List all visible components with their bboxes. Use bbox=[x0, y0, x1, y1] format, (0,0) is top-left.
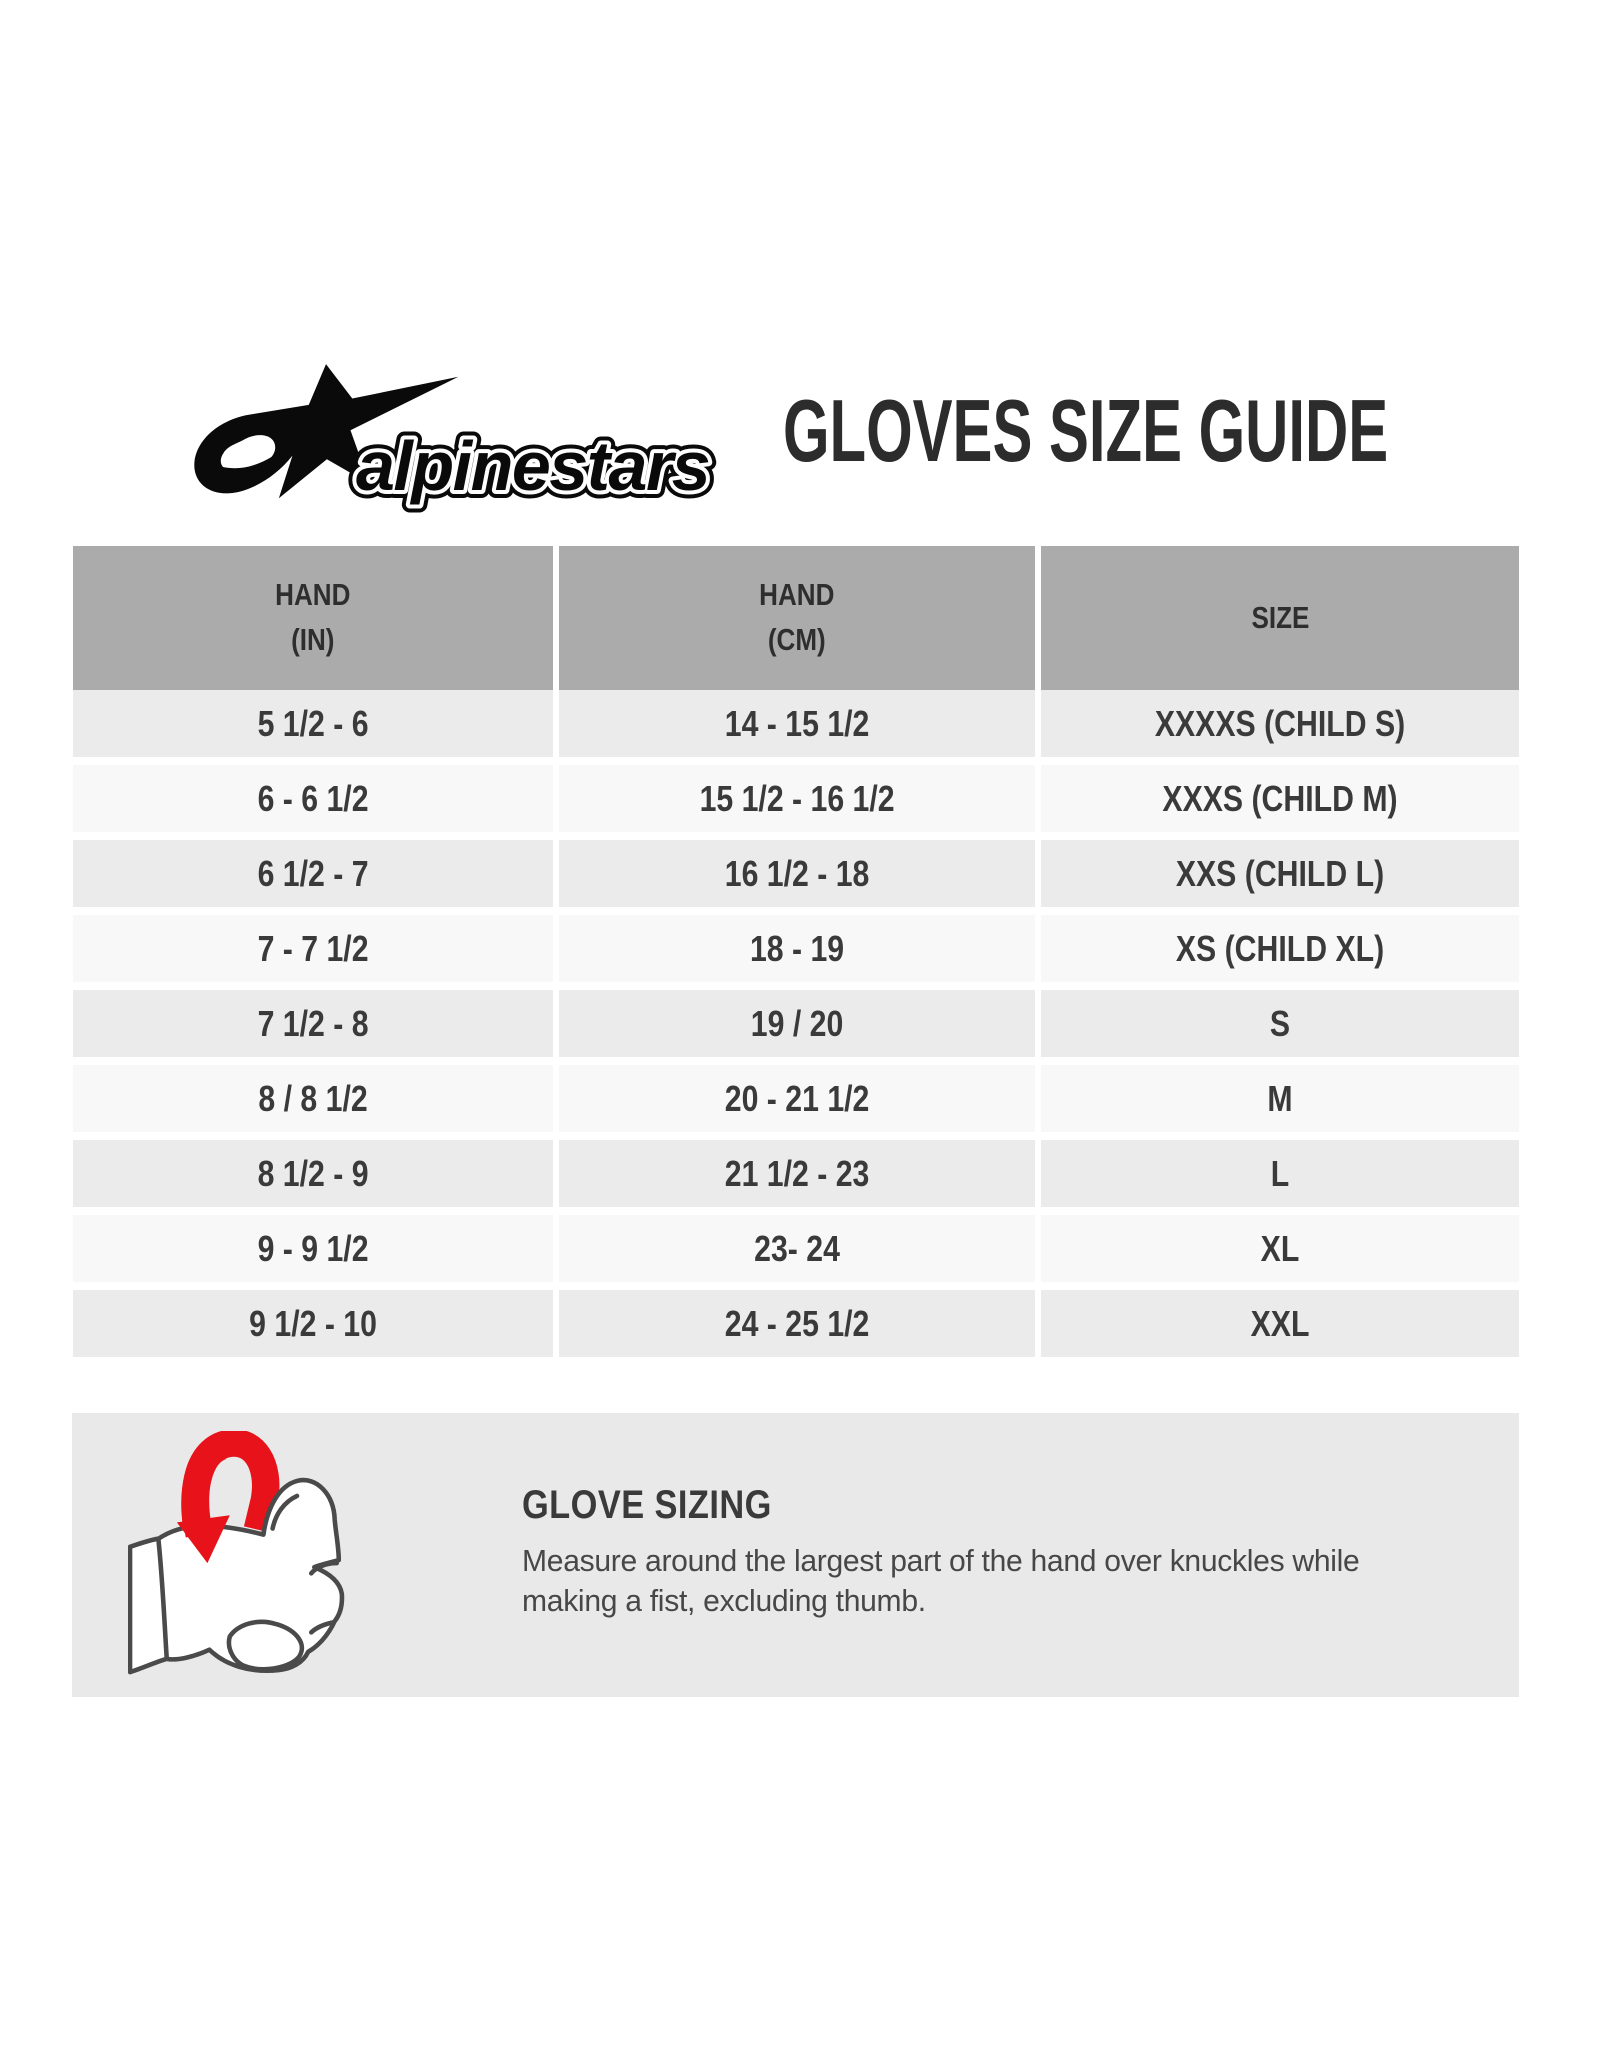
hand-cm-value: 19 / 20 bbox=[750, 1002, 844, 1044]
glove-sizing-panel: GLOVE SIZING Measure around the largest … bbox=[72, 1413, 1519, 1697]
hand-in-value: 7 1/2 - 8 bbox=[257, 1002, 369, 1044]
hand-in-value: 5 1/2 - 6 bbox=[257, 702, 369, 744]
table-body: 5 1/2 - 6 14 - 15 1/2 XXXXS (CHILD S) 6 … bbox=[73, 690, 1519, 1357]
table-row: 8 1/2 - 9 21 1/2 - 23 L bbox=[73, 1140, 1519, 1207]
table-row: 8 / 8 1/2 20 - 21 1/2 M bbox=[73, 1065, 1519, 1132]
size-value: XXS (CHILD L) bbox=[1175, 852, 1385, 894]
size-value: XXXS (CHILD M) bbox=[1162, 777, 1398, 819]
fist-shape bbox=[128, 1477, 345, 1675]
size-value: S bbox=[1269, 1002, 1291, 1044]
table-row: 6 - 6 1/2 15 1/2 - 16 1/2 XXXS (CHILD M) bbox=[73, 765, 1519, 832]
hand-cm-value: 23- 24 bbox=[754, 1227, 840, 1269]
wordmark-outline: alpinestars bbox=[356, 427, 709, 505]
hand-in-value: 7 - 7 1/2 bbox=[257, 927, 369, 969]
column-header-size: SIZE bbox=[1041, 546, 1519, 690]
wordmark-inline: alpinestars bbox=[356, 427, 709, 505]
size-value: XL bbox=[1260, 1227, 1300, 1269]
hand-in-value: 6 1/2 - 7 bbox=[257, 852, 369, 894]
size-table: HAND (IN) HAND (CM) SIZE 5 1/2 - 6 14 - … bbox=[73, 546, 1519, 1357]
hand-cm-value: 20 - 21 1/2 bbox=[724, 1077, 870, 1119]
hand-cm-value: 15 1/2 - 16 1/2 bbox=[699, 777, 895, 819]
size-value: XXXXS (CHILD S) bbox=[1154, 702, 1406, 744]
table-row: 5 1/2 - 6 14 - 15 1/2 XXXXS (CHILD S) bbox=[73, 690, 1519, 757]
size-value: XS (CHILD XL) bbox=[1175, 927, 1385, 969]
wordmark-text: alpinestars bbox=[356, 427, 709, 505]
size-value: L bbox=[1270, 1152, 1290, 1194]
column-header-hand-in: HAND (IN) bbox=[73, 546, 553, 690]
alpinestars-star-icon bbox=[194, 364, 459, 499]
tape-arrowhead bbox=[176, 1515, 230, 1564]
glove-sizing-heading: GLOVE SIZING bbox=[522, 1483, 772, 1527]
glove-sizing-instructions: Measure around the largest part of the h… bbox=[522, 1543, 1360, 1618]
table-row: 7 1/2 - 8 19 / 20 S bbox=[73, 990, 1519, 1057]
size-value: M bbox=[1267, 1077, 1293, 1119]
page-title: GLOVES SIZE GUIDE bbox=[783, 381, 1389, 480]
column-header-hand-cm: HAND (CM) bbox=[559, 546, 1035, 690]
hand-cm-value: 18 - 19 bbox=[749, 927, 845, 969]
table-row: 9 - 9 1/2 23- 24 XL bbox=[73, 1215, 1519, 1282]
hand-in-value: 8 1/2 - 9 bbox=[257, 1152, 369, 1194]
hand-cm-value: 16 1/2 - 18 bbox=[724, 852, 870, 894]
hand-cm-value: 21 1/2 - 23 bbox=[724, 1152, 870, 1194]
hand-in-value: 9 - 9 1/2 bbox=[257, 1227, 369, 1269]
hand-in-value: 9 1/2 - 10 bbox=[249, 1302, 377, 1344]
alpinestars-wordmark: alpinestars alpinestars alpinestars bbox=[348, 419, 719, 513]
table-row: 6 1/2 - 7 16 1/2 - 18 XXS (CHILD L) bbox=[73, 840, 1519, 907]
table-header-row: HAND (IN) HAND (CM) SIZE bbox=[73, 546, 1519, 690]
fist-measuring-tape-icon bbox=[128, 1431, 345, 1675]
hand-in-value: 8 / 8 1/2 bbox=[258, 1077, 368, 1119]
hand-cm-value: 24 - 25 1/2 bbox=[724, 1302, 870, 1344]
hand-in-value: 6 - 6 1/2 bbox=[257, 777, 369, 819]
table-row: 9 1/2 - 10 24 - 25 1/2 XXL bbox=[73, 1290, 1519, 1357]
hand-cm-value: 14 - 15 1/2 bbox=[724, 702, 870, 744]
size-value: XXL bbox=[1250, 1302, 1310, 1344]
table-row: 7 - 7 1/2 18 - 19 XS (CHILD XL) bbox=[73, 915, 1519, 982]
